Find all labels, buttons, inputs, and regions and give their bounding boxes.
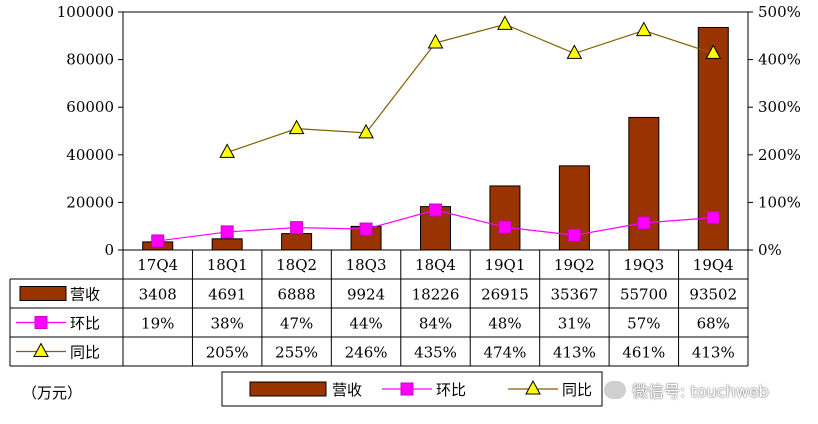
data-label: 48%	[488, 315, 521, 333]
point	[427, 33, 444, 49]
legend-key-marker	[400, 382, 414, 396]
point	[498, 220, 512, 234]
data-label: 255%	[275, 344, 318, 362]
legend-label: 营收	[332, 381, 362, 399]
table-key-marker	[34, 316, 48, 329]
point	[429, 203, 442, 217]
x-tick-label: 19Q2	[554, 256, 595, 274]
point	[290, 221, 304, 235]
data-label: 4691	[208, 286, 246, 304]
data-label: 93502	[689, 286, 737, 304]
point	[220, 225, 234, 239]
data-label: 3408	[139, 286, 177, 304]
y-right-tick-label: 0%	[758, 241, 782, 259]
data-label: 47%	[280, 315, 313, 333]
data-label: 435%	[414, 344, 457, 362]
unit-label: （万元）	[22, 384, 83, 402]
point	[359, 222, 373, 236]
data-label: 19%	[141, 315, 174, 333]
data-label: 38%	[210, 315, 243, 333]
point	[358, 123, 374, 139]
watermark: 微信号: touchweb	[604, 376, 810, 404]
data-label: 18226	[412, 286, 460, 304]
wechat-icon	[604, 381, 626, 399]
data-label: 31%	[558, 315, 591, 333]
data-label: 57%	[627, 315, 660, 333]
legend-label: 环比	[436, 381, 466, 399]
y-left-tick-label: 100000	[57, 3, 114, 21]
x-tick-label: 19Q3	[623, 256, 664, 274]
series-line	[226, 23, 714, 153]
data-label: 6888	[278, 286, 316, 304]
data-label: 26915	[481, 286, 529, 304]
bar	[281, 233, 313, 251]
point	[705, 44, 722, 59]
y-right-tick-label: 100%	[758, 193, 801, 211]
x-tick-label: 19Q4	[693, 256, 734, 274]
bar	[211, 238, 243, 251]
point	[219, 143, 236, 158]
point	[497, 15, 513, 30]
x-tick-label: 18Q3	[346, 256, 387, 274]
table-row-label: 环比	[70, 315, 100, 333]
point	[567, 228, 581, 242]
point	[637, 216, 651, 230]
legend-label: 同比	[562, 381, 592, 399]
point	[706, 211, 720, 225]
x-tick-label: 18Q2	[276, 256, 317, 274]
point	[288, 119, 305, 135]
table-row-label: 同比	[70, 344, 100, 362]
y-left-tick-label: 40000	[66, 146, 114, 164]
x-tick-label: 17Q4	[137, 256, 178, 274]
bar	[628, 116, 660, 251]
data-label: 84%	[419, 315, 452, 333]
x-tick-label: 18Q1	[207, 256, 248, 274]
x-tick-label: 19Q1	[484, 256, 525, 274]
data-label: 246%	[345, 344, 388, 362]
y-left-tick-label: 20000	[66, 193, 114, 211]
data-label: 44%	[349, 315, 382, 333]
data-label: 35367	[551, 286, 599, 304]
y-left-tick-label: 80000	[66, 51, 114, 69]
data-label: 55700	[620, 286, 668, 304]
data-label: 9924	[347, 286, 385, 304]
data-label: 68%	[697, 315, 730, 333]
data-label: 413%	[553, 344, 596, 362]
y-left-tick-label: 60000	[66, 98, 114, 116]
table-row-label: 营收	[70, 286, 100, 304]
data-label: 413%	[692, 344, 735, 362]
watermark-text: 微信号: touchweb	[632, 382, 769, 401]
y-right-tick-label: 500%	[758, 3, 801, 21]
y-right-tick-label: 300%	[758, 98, 801, 116]
point	[566, 44, 583, 59]
x-tick-label: 18Q4	[415, 256, 456, 274]
table-key-marker	[33, 342, 49, 357]
data-label: 461%	[622, 344, 665, 362]
point	[151, 234, 165, 248]
legend-key-marker	[525, 379, 541, 395]
y-right-tick-label: 400%	[758, 51, 801, 69]
y-left-tick-label: 0	[104, 241, 114, 259]
table-key-bar	[19, 286, 67, 301]
legend-key-bar	[249, 381, 327, 397]
y-right-tick-label: 200%	[758, 146, 801, 164]
point	[635, 21, 652, 37]
data-label: 205%	[206, 344, 249, 362]
bar	[489, 185, 521, 251]
data-label: 474%	[483, 344, 526, 362]
